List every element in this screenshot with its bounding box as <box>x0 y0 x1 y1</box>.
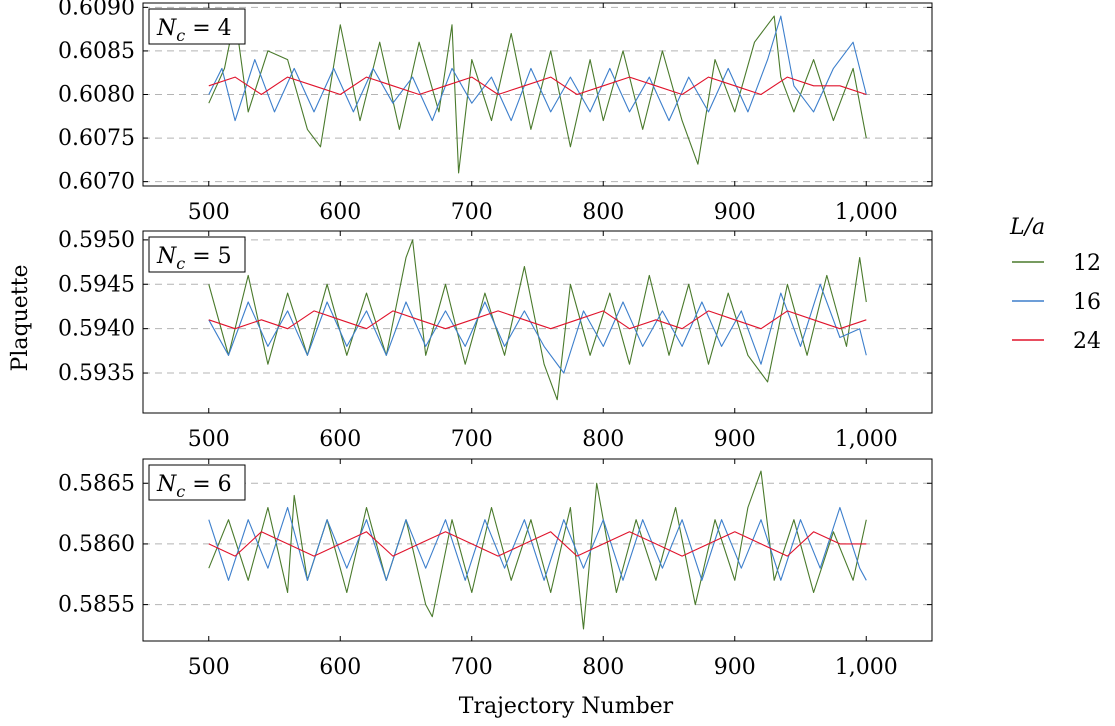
x-tick-label: 900 <box>714 655 756 680</box>
y-tick-label: 0.6070 <box>58 170 135 195</box>
x-tick-label: 800 <box>582 427 624 452</box>
y-tick-label: 0.6085 <box>58 39 135 64</box>
y-tick-label: 0.5865 <box>58 471 135 496</box>
x-tick-label: 600 <box>319 655 361 680</box>
series-line-16 <box>208 15 867 122</box>
y-tick-label: 0.6090 <box>58 0 135 20</box>
x-tick-label: 700 <box>451 200 493 225</box>
series-line-24 <box>208 531 867 557</box>
panel-2: 0.5935 0.5940 0.5945 0.5950 500 600 700 800 900 1… <box>58 228 933 452</box>
x-tick-label: 1,000 <box>835 427 898 452</box>
series-line-24 <box>208 76 867 96</box>
y-tick-label: 0.5940 <box>58 317 135 342</box>
x-tick-label: 1,000 <box>835 655 898 680</box>
plot-frame <box>142 230 933 414</box>
panel-label: Nc = 5 <box>156 244 232 273</box>
panel-label-box <box>148 236 246 273</box>
legend-label-24: 24 <box>1073 329 1101 354</box>
panel-label: Nc = 6 <box>156 472 232 501</box>
legend-label-16: 16 <box>1073 290 1101 315</box>
series-line-16 <box>208 506 867 581</box>
series-line-12 <box>208 239 867 401</box>
x-tick-label: 600 <box>319 427 361 452</box>
y-tick-label: 0.5950 <box>58 228 135 253</box>
x-tick-label: 900 <box>714 200 756 225</box>
panel-label: Nc = 4 <box>156 16 232 45</box>
y-axis-title: Plaquette <box>8 265 33 372</box>
x-tick-label: 600 <box>319 200 361 225</box>
x-tick-label: 500 <box>188 200 230 225</box>
panel-3: 0.5855 0.5860 0.5865 500 600 700 800 900 1,000 Nc… <box>58 458 933 680</box>
y-tick-label: 0.6080 <box>58 83 135 108</box>
legend-title: L/a <box>1009 215 1045 240</box>
x-tick-label: 500 <box>188 427 230 452</box>
x-tick-label: 800 <box>582 655 624 680</box>
y-tick-label: 0.5860 <box>58 532 135 557</box>
x-tick-label: 1,000 <box>835 200 898 225</box>
panel-1: 0.6070 0.6075 0.6080 0.6085 0.6090 500 600 700 8… <box>58 0 933 225</box>
x-tick-label: 800 <box>582 200 624 225</box>
y-tick-label: 0.5935 <box>58 361 135 386</box>
legend: L/a 12 16 24 <box>1009 215 1101 354</box>
y-tick-label: 0.5945 <box>58 272 135 297</box>
y-tick-label: 0.5855 <box>58 593 135 618</box>
panel-label-box <box>148 464 246 501</box>
legend-label-12: 12 <box>1073 251 1101 276</box>
x-tick-label: 500 <box>188 655 230 680</box>
series-line-12 <box>208 15 867 174</box>
x-tick-label: 700 <box>451 655 493 680</box>
panels: 0.6070 0.6075 0.6080 0.6085 0.6090 500 600 700 8… <box>58 0 933 680</box>
x-tick-label: 900 <box>714 427 756 452</box>
x-tick-label: 700 <box>451 427 493 452</box>
series-line-24 <box>208 310 867 330</box>
x-axis-title: Trajectory Number <box>459 694 674 719</box>
panel-label-box <box>148 8 246 45</box>
plot-frame <box>142 458 933 642</box>
series-line-16 <box>208 283 867 374</box>
y-tick-label: 0.6075 <box>58 126 135 151</box>
series-line-12 <box>208 470 867 630</box>
